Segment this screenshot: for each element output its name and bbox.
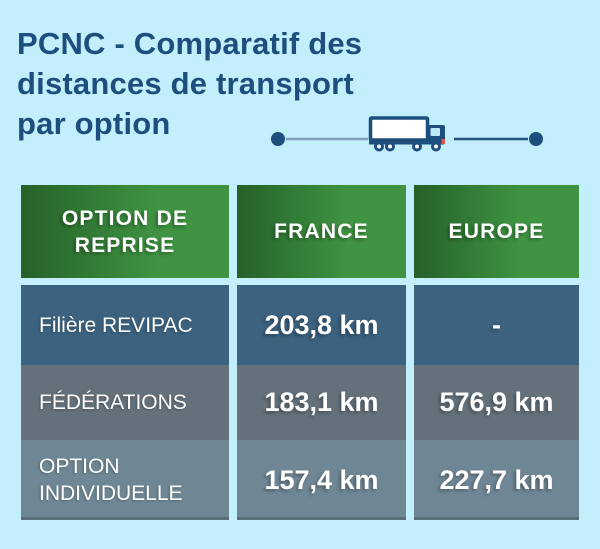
title-line-2: distances de transport bbox=[17, 66, 354, 101]
truck-icon bbox=[368, 116, 445, 152]
page-title: PCNC - Comparatif des distances de trans… bbox=[17, 24, 477, 144]
route-distance-graphic bbox=[268, 112, 546, 158]
row-france-value: 183,1 km bbox=[237, 365, 406, 440]
title-line-3: par option bbox=[17, 106, 171, 141]
start-dot-icon bbox=[271, 132, 285, 146]
table-header-row: OPTION DE REPRISE FRANCE EUROPE bbox=[21, 185, 579, 278]
table-row: OPTION INDIVIDUELLE 157,4 km 227,7 km bbox=[21, 440, 579, 520]
header-france: FRANCE bbox=[237, 185, 406, 278]
table-row: Filière REVIPAC 203,8 km - bbox=[21, 285, 579, 365]
title-line-1: PCNC - Comparatif des bbox=[17, 26, 363, 61]
route-graphic-svg bbox=[271, 116, 543, 152]
row-option-label: FÉDÉRATIONS bbox=[21, 365, 229, 440]
distance-comparison-table: OPTION DE REPRISE FRANCE EUROPE Filière … bbox=[21, 185, 579, 520]
row-europe-value: 227,7 km bbox=[414, 440, 579, 520]
table-body: Filière REVIPAC 203,8 km - FÉDÉRATIONS 1… bbox=[21, 285, 579, 520]
row-france-value: 203,8 km bbox=[237, 285, 406, 365]
row-option-label: OPTION INDIVIDUELLE bbox=[21, 440, 229, 520]
table-row: FÉDÉRATIONS 183,1 km 576,9 km bbox=[21, 365, 579, 440]
header-europe: EUROPE bbox=[414, 185, 579, 278]
row-europe-value: - bbox=[414, 285, 579, 365]
header-option-de-reprise: OPTION DE REPRISE bbox=[21, 185, 229, 278]
row-europe-value: 576,9 km bbox=[414, 365, 579, 440]
row-france-value: 157,4 km bbox=[237, 440, 406, 520]
row-option-label: Filière REVIPAC bbox=[21, 285, 229, 365]
end-dot-icon bbox=[529, 132, 543, 146]
